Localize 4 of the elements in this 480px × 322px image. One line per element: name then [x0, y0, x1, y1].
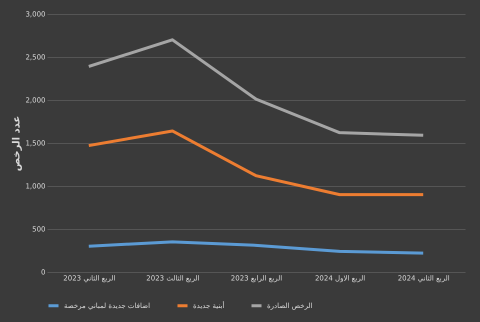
line-series [87, 38, 425, 137]
line-series [87, 129, 425, 196]
line-series [87, 240, 425, 255]
y-axis-title: عدد الرخص [11, 116, 22, 172]
